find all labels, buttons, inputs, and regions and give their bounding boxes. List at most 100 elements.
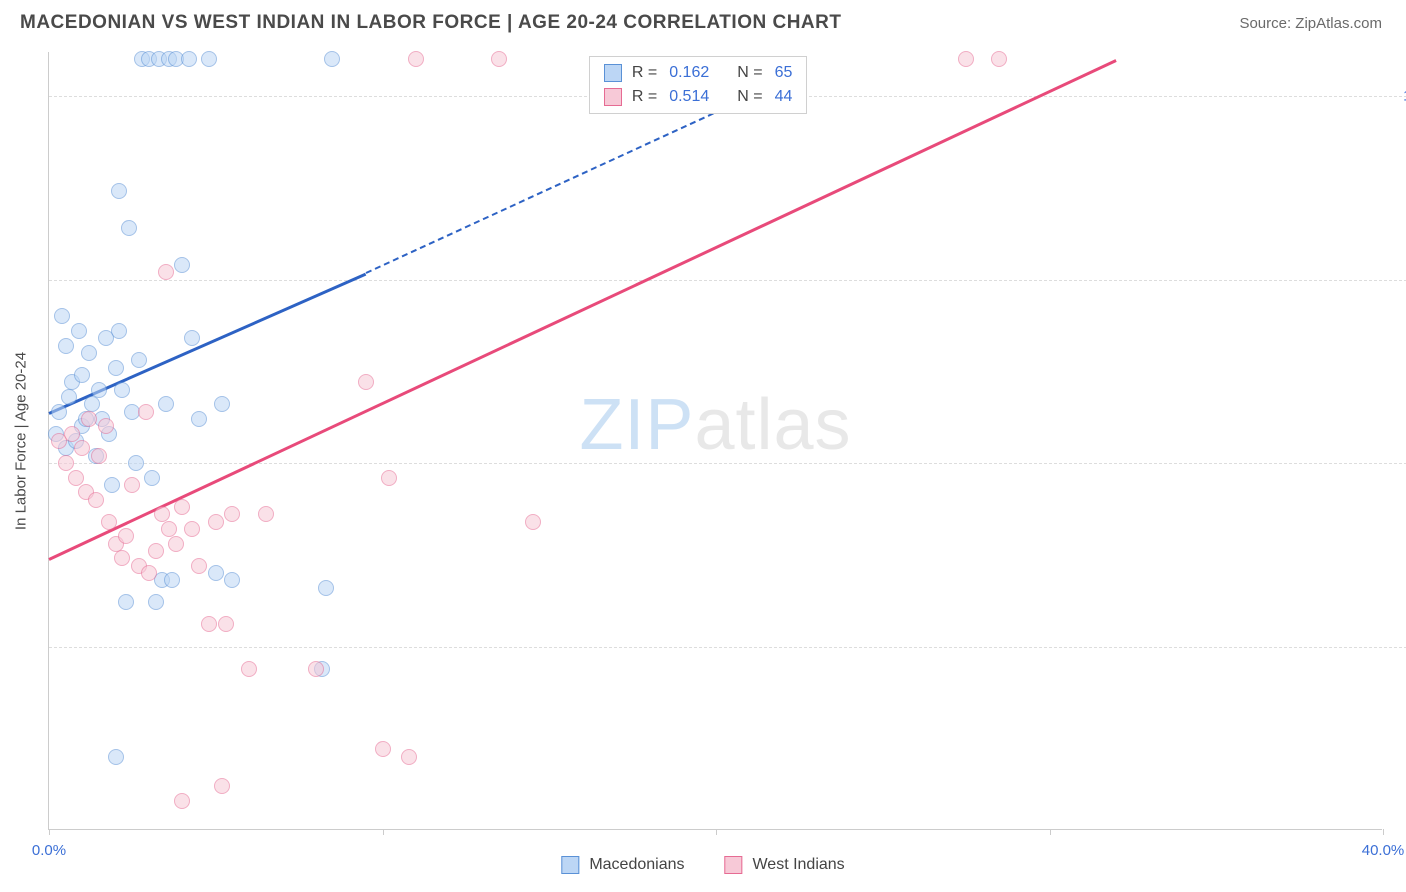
- x-tick: [1050, 829, 1051, 835]
- data-point: [154, 506, 170, 522]
- data-point: [114, 382, 130, 398]
- data-point: [168, 536, 184, 552]
- data-point: [111, 183, 127, 199]
- x-tick-label: 40.0%: [1362, 842, 1405, 859]
- data-point: [218, 616, 234, 632]
- page-title: MACEDONIAN VS WEST INDIAN IN LABOR FORCE…: [20, 12, 841, 34]
- legend-label: West Indians: [752, 856, 844, 874]
- data-point: [191, 411, 207, 427]
- data-point: [174, 499, 190, 515]
- data-point: [184, 521, 200, 537]
- data-point: [258, 506, 274, 522]
- data-point: [201, 51, 217, 67]
- series-legend: Macedonians West Indians: [561, 856, 844, 874]
- x-tick: [1383, 829, 1384, 835]
- data-point: [58, 455, 74, 471]
- data-point: [408, 51, 424, 67]
- data-point: [58, 338, 74, 354]
- x-tick: [716, 829, 717, 835]
- data-point: [208, 565, 224, 581]
- data-point: [214, 778, 230, 794]
- legend-swatch: [604, 64, 622, 82]
- data-point: [108, 749, 124, 765]
- data-point: [525, 514, 541, 530]
- data-point: [241, 661, 257, 677]
- data-point: [375, 741, 391, 757]
- n-label: N =: [737, 64, 762, 82]
- data-point: [991, 51, 1007, 67]
- data-point: [108, 360, 124, 376]
- data-point: [74, 367, 90, 383]
- data-point: [491, 51, 507, 67]
- data-point: [161, 521, 177, 537]
- data-point: [318, 580, 334, 596]
- legend-item: Macedonians: [561, 856, 684, 874]
- data-point: [224, 572, 240, 588]
- data-point: [214, 396, 230, 412]
- data-point: [61, 389, 77, 405]
- data-point: [81, 411, 97, 427]
- trend-line: [48, 59, 1116, 561]
- data-point: [224, 506, 240, 522]
- data-point: [91, 448, 107, 464]
- x-tick: [383, 829, 384, 835]
- trend-line: [365, 96, 749, 274]
- data-point: [144, 470, 160, 486]
- data-point: [191, 558, 207, 574]
- data-point: [121, 220, 137, 236]
- gridline: [49, 280, 1406, 281]
- n-label: N =: [737, 88, 762, 106]
- watermark: ZIPatlas: [579, 384, 851, 466]
- data-point: [81, 345, 97, 361]
- data-point: [401, 749, 417, 765]
- legend-item: West Indians: [724, 856, 844, 874]
- source-attribution: Source: ZipAtlas.com: [1239, 15, 1382, 32]
- data-point: [91, 382, 107, 398]
- data-point: [98, 418, 114, 434]
- data-point: [128, 455, 144, 471]
- x-tick-label: 0.0%: [32, 842, 66, 859]
- legend-swatch: [724, 856, 742, 874]
- correlation-chart: ZIPatlas In Labor Force | Age 20-24 62.5…: [48, 52, 1382, 830]
- data-point: [68, 470, 84, 486]
- data-point: [51, 404, 67, 420]
- data-point: [208, 514, 224, 530]
- data-point: [101, 514, 117, 530]
- r-value: 0.162: [669, 64, 709, 82]
- r-label: R =: [632, 88, 657, 106]
- stats-legend-row: R =0.514N =44: [590, 85, 807, 109]
- data-point: [138, 404, 154, 420]
- data-point: [158, 264, 174, 280]
- data-point: [74, 440, 90, 456]
- data-point: [118, 594, 134, 610]
- n-value: 65: [775, 64, 793, 82]
- data-point: [358, 374, 374, 390]
- r-label: R =: [632, 64, 657, 82]
- stats-legend: R =0.162N =65R =0.514N =44: [589, 56, 808, 114]
- y-tick-label: 100.0%: [1392, 88, 1406, 105]
- data-point: [124, 477, 140, 493]
- data-point: [148, 594, 164, 610]
- data-point: [184, 330, 200, 346]
- data-point: [88, 492, 104, 508]
- data-point: [148, 543, 164, 559]
- legend-swatch: [561, 856, 579, 874]
- data-point: [158, 396, 174, 412]
- n-value: 44: [775, 88, 793, 106]
- data-point: [164, 572, 180, 588]
- data-point: [104, 477, 120, 493]
- data-point: [174, 257, 190, 273]
- gridline: [49, 647, 1406, 648]
- x-tick: [49, 829, 50, 835]
- data-point: [118, 528, 134, 544]
- data-point: [84, 396, 100, 412]
- legend-label: Macedonians: [589, 856, 684, 874]
- data-point: [381, 470, 397, 486]
- data-point: [64, 426, 80, 442]
- data-point: [324, 51, 340, 67]
- data-point: [201, 616, 217, 632]
- data-point: [114, 550, 130, 566]
- y-tick-label: 62.5%: [1392, 638, 1406, 655]
- legend-swatch: [604, 88, 622, 106]
- data-point: [181, 51, 197, 67]
